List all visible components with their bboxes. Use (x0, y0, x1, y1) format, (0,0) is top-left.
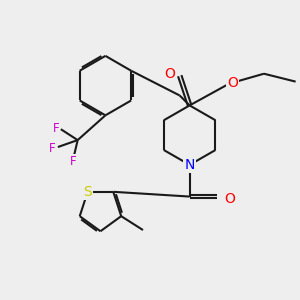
Text: N: N (184, 158, 195, 172)
Text: S: S (83, 185, 92, 199)
Text: O: O (164, 67, 175, 81)
Text: O: O (224, 191, 235, 206)
Text: F: F (52, 122, 59, 135)
Text: F: F (69, 155, 76, 168)
Text: F: F (49, 142, 55, 154)
Text: O: O (227, 76, 238, 90)
